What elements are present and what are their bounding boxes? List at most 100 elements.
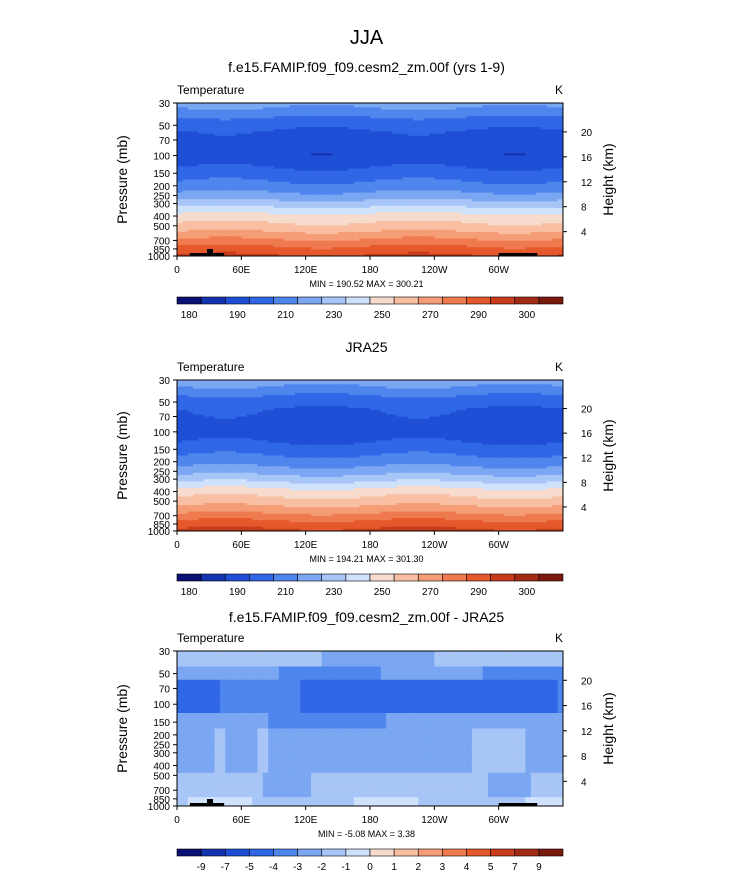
contour-cell [321, 120, 328, 124]
contour-cell [386, 207, 393, 211]
contour-cell [359, 113, 366, 117]
contour-cell [359, 172, 366, 176]
contour-cell [289, 194, 296, 198]
contour-cell [257, 164, 264, 167]
contour-cell [445, 140, 452, 143]
contour-cell [289, 179, 296, 183]
contour-cell [209, 234, 216, 237]
contour-cell [209, 137, 216, 141]
contour-cell [225, 175, 232, 178]
contour-cell [252, 177, 259, 181]
contour-cell [294, 122, 301, 126]
contour-cell [235, 105, 242, 108]
contour-cell [284, 105, 291, 108]
contour-cell [514, 247, 521, 251]
contour-cell [278, 157, 285, 161]
contour-cell [386, 157, 393, 161]
contour-cell [461, 177, 468, 181]
contour-cell [257, 214, 264, 218]
contour-cell [434, 157, 441, 161]
contour-cell [273, 216, 280, 220]
contour-cell [509, 131, 516, 135]
contour-cell [520, 212, 527, 216]
contour-cell [332, 249, 339, 253]
contour-cell [407, 221, 414, 224]
contour-cell [187, 223, 194, 226]
contour-cell [359, 111, 366, 115]
contour-cell [536, 155, 543, 159]
contour-cell [187, 129, 194, 133]
contour-cell [375, 111, 382, 115]
contour-cell [391, 131, 398, 135]
contour-cell [246, 159, 253, 163]
contour-cell [557, 124, 563, 128]
contour-cell [498, 249, 505, 253]
contour-cell [482, 186, 489, 189]
contour-cell [348, 159, 355, 163]
contour-cell [546, 223, 553, 226]
contour-cell [546, 157, 553, 161]
contour-cell [300, 177, 307, 181]
contour-cell [482, 210, 489, 213]
contour-cell [289, 109, 296, 113]
contour-cell [509, 245, 516, 248]
contour-cell [327, 247, 334, 251]
contour-cell [294, 253, 301, 256]
contour-cell [450, 231, 457, 235]
contour-cell [321, 155, 328, 159]
contour-cell [375, 199, 382, 202]
contour-cell [482, 247, 489, 251]
contour-cell [386, 151, 393, 154]
contour-cell [187, 140, 194, 143]
contour-cell [482, 124, 489, 128]
contour-cell [327, 225, 334, 229]
contour-cell [525, 105, 532, 108]
contour-cell [294, 218, 301, 222]
contour-cell [311, 105, 317, 108]
contour-cell [498, 129, 505, 133]
contour-cell [375, 131, 382, 135]
contour-cell [284, 124, 291, 128]
contour-cell [423, 216, 430, 220]
contour-cell [471, 127, 478, 130]
contour-cell [439, 223, 446, 226]
contour-cell [300, 203, 307, 207]
contour-cell [370, 140, 376, 143]
contour-cell [439, 105, 446, 108]
contour-cell [316, 207, 323, 211]
contour-cell [332, 111, 339, 115]
contour-cell [557, 166, 563, 170]
contour-cell [477, 148, 484, 152]
contour-cell [402, 242, 409, 246]
contour-cell [327, 240, 334, 244]
contour-cell [498, 148, 505, 152]
contour-cell [504, 129, 510, 133]
contour-cell [402, 238, 409, 242]
contour-cell [520, 210, 527, 213]
contour-cell [348, 201, 355, 205]
contour-cell [187, 236, 194, 240]
contour-cell [327, 216, 334, 220]
contour-cell [514, 118, 521, 122]
contour-cell [321, 205, 328, 209]
contour-cell [450, 164, 457, 167]
contour-cell [193, 151, 200, 154]
contour-cell [461, 214, 468, 218]
contour-cell [219, 181, 226, 185]
contour-cell [536, 221, 543, 224]
contour-cell [386, 113, 393, 117]
contour-cell [418, 164, 425, 167]
contour-cell [343, 109, 350, 113]
contour-cell [187, 207, 194, 211]
contour-cell [407, 179, 414, 183]
contour-cell [509, 103, 516, 106]
contour-cell [252, 107, 259, 111]
contour-cell [337, 118, 344, 122]
contour-cell [520, 186, 527, 189]
contour-cell [541, 240, 548, 244]
contour-cell [209, 131, 216, 135]
contour-cell [225, 157, 232, 161]
contour-cell [294, 183, 301, 187]
contour-cell [407, 170, 414, 174]
contour-cell [332, 175, 339, 178]
